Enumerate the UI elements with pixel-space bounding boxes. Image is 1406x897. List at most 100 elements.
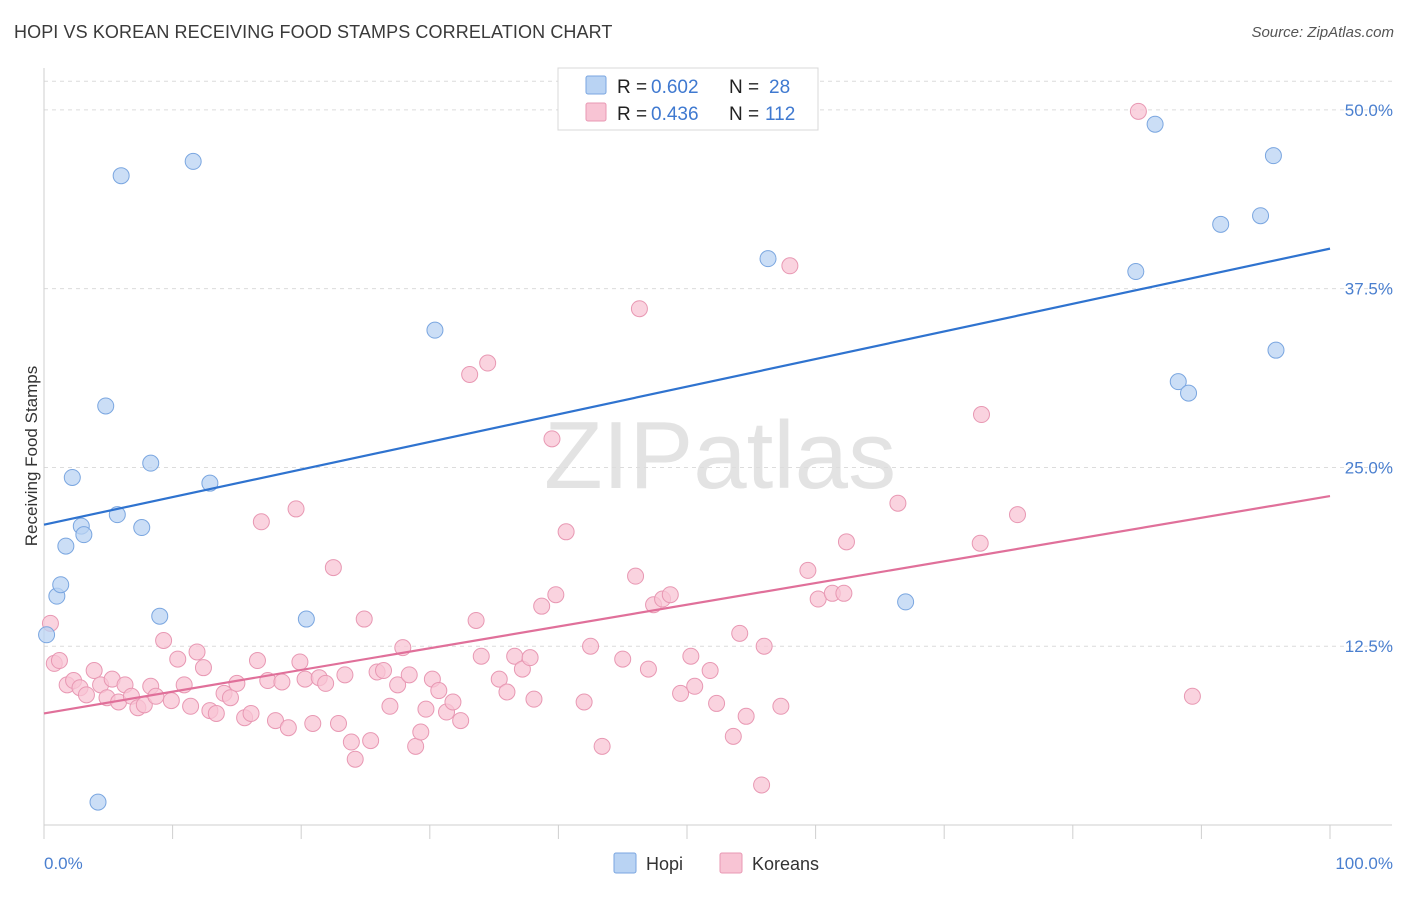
korean-point <box>85 662 103 680</box>
legend-swatch-korean <box>719 852 743 874</box>
korean-point <box>317 674 335 692</box>
korean-point <box>627 567 645 585</box>
korean-point <box>296 670 314 688</box>
y-axis-label: Receiving Food Stamps <box>22 366 41 546</box>
korean-point <box>701 662 719 680</box>
stats-r-label-hopi: R = <box>617 77 647 98</box>
korean-point <box>207 704 225 722</box>
stats-n-value-hopi: 28 <box>769 77 790 98</box>
korean-point <box>533 597 551 615</box>
korean-point <box>242 704 260 722</box>
hopi-point <box>52 576 70 594</box>
series-legend: Hopi Koreans <box>613 852 819 874</box>
korean-point <box>400 666 418 684</box>
korean-point <box>324 559 342 577</box>
korean-point <box>661 586 679 604</box>
gridlines <box>44 80 1392 647</box>
hopi-point <box>75 526 93 544</box>
korean-point <box>291 653 309 671</box>
hopi-point <box>759 250 777 268</box>
korean-point <box>639 660 657 678</box>
korean-point <box>557 523 575 541</box>
korean-point <box>472 647 490 665</box>
korean-point <box>799 561 817 579</box>
hopi-point <box>1169 373 1187 391</box>
korean-point <box>252 513 270 531</box>
korean-point <box>266 712 284 730</box>
korean-point <box>329 714 347 732</box>
korean-point <box>375 662 393 680</box>
korean-point <box>1009 506 1027 524</box>
x-tick-label-max: 100.0% <box>1335 854 1393 873</box>
hopi-point <box>1212 215 1230 233</box>
korean-point <box>479 354 497 372</box>
hopi-point <box>1180 384 1198 402</box>
korean-point <box>188 643 206 661</box>
korean-point <box>304 714 322 732</box>
hopi-point <box>184 152 202 170</box>
stats-swatch-hopi <box>585 75 607 95</box>
stats-n-value-korean: 112 <box>765 104 795 125</box>
hopi-point <box>142 454 160 472</box>
korean-point <box>155 632 173 650</box>
y-tick-labels: 12.5% 25.0% 37.5% 50.0% <box>1345 101 1393 656</box>
legend-label-hopi: Hopi <box>646 854 683 874</box>
chart-title: HOPI VS KOREAN RECEIVING FOOD STAMPS COR… <box>14 22 613 42</box>
hopi-point <box>897 593 915 611</box>
korean-point <box>543 430 561 448</box>
korean-point <box>452 712 470 730</box>
korean-point <box>686 677 704 695</box>
hopi-point <box>1146 115 1164 133</box>
x-tick-label-min: 0.0% <box>44 854 83 873</box>
korean-point <box>971 534 989 552</box>
korean-point <box>248 652 266 670</box>
korean-point <box>672 684 690 702</box>
korean-point <box>381 697 399 715</box>
korean-point <box>355 610 373 628</box>
stats-r-value-hopi: 0.602 <box>651 77 699 98</box>
hopi-point <box>112 167 130 185</box>
stats-n-label-hopi: N = <box>729 77 759 98</box>
stats-n-label-korean: N = <box>729 104 759 125</box>
y-tick-label: 50.0% <box>1345 101 1393 120</box>
hopi-points <box>38 115 1285 811</box>
korean-point <box>194 659 212 677</box>
korean-point <box>682 647 700 665</box>
korean-point <box>50 652 68 670</box>
hopi-point <box>426 321 444 339</box>
korean-point <box>417 700 435 718</box>
stats-r-label-korean: R = <box>617 104 647 125</box>
legend-label-korean: Koreans <box>752 854 819 874</box>
korean-point <box>362 732 380 750</box>
korean-point <box>342 733 360 751</box>
korean-point <box>336 666 354 684</box>
chart-source: Source: ZipAtlas.com <box>1251 24 1394 41</box>
korean-point <box>614 650 632 668</box>
hopi-point <box>1127 263 1145 281</box>
korean-point <box>755 637 773 655</box>
korean-point <box>498 683 516 701</box>
korean-point <box>724 727 742 745</box>
korean-point <box>889 494 907 512</box>
korean-point <box>228 674 246 692</box>
hopi-point <box>38 626 56 644</box>
korean-point <box>731 624 749 642</box>
korean-point <box>77 686 95 704</box>
korean-point <box>490 670 508 688</box>
watermark: ZIPatlas <box>544 402 896 509</box>
korean-point <box>444 693 462 711</box>
korean-point <box>708 694 726 712</box>
korean-point <box>430 682 448 700</box>
korean-point <box>169 650 187 668</box>
korean-point <box>575 693 593 711</box>
korean-point <box>221 689 239 707</box>
korean-point <box>412 723 430 741</box>
korean-point <box>753 776 771 794</box>
hopi-point <box>133 519 151 537</box>
hopi-point <box>1252 207 1270 225</box>
legend-swatch-hopi <box>613 852 637 874</box>
hopi-point <box>1264 147 1282 165</box>
stats-r-value-korean: 0.436 <box>651 104 699 125</box>
y-tick-label: 12.5% <box>1345 637 1393 656</box>
